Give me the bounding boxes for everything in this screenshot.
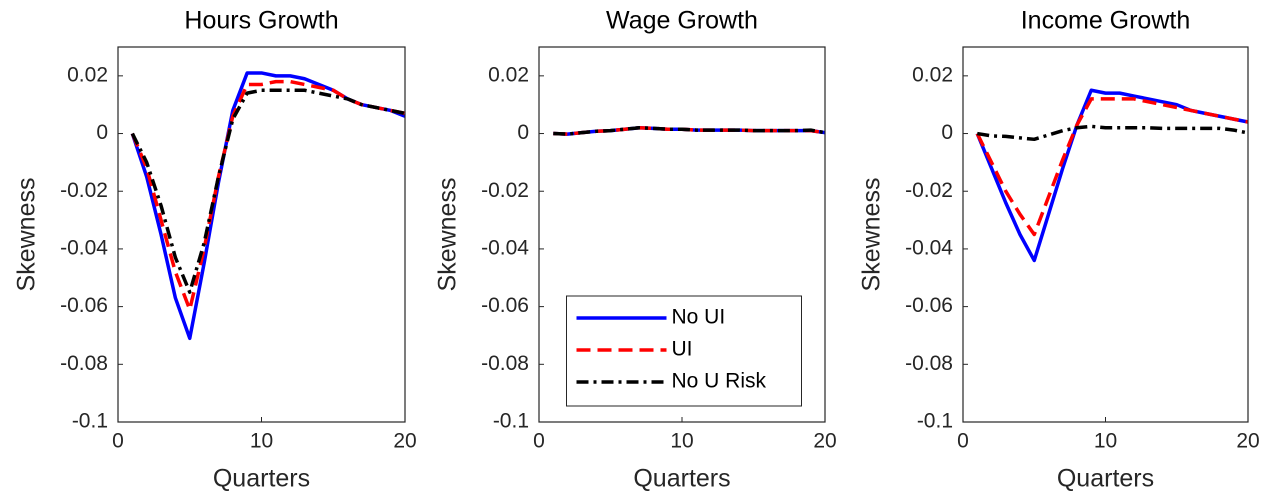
y-axis-label: Skewness (858, 178, 886, 292)
chart-title: Income Growth (1021, 7, 1191, 35)
y-tick-label: -0.08 (60, 352, 108, 375)
x-tick-label: 10 (250, 430, 273, 453)
chart-title: Wage Growth (606, 7, 758, 35)
legend-label: No UI (672, 306, 726, 329)
x-tick-label: 10 (670, 430, 693, 453)
x-tick-label: 20 (393, 430, 416, 453)
y-tick-label: -0.04 (60, 236, 108, 259)
series-line (975, 88, 1249, 263)
y-tick-label: -0.1 (493, 410, 529, 433)
y-tick-label: -0.08 (481, 352, 529, 375)
y-tick-label: 0.02 (67, 63, 108, 86)
y-tick-label: -0.02 (481, 179, 529, 202)
y-tick-label: -0.08 (905, 352, 953, 375)
y-tick-label: 0 (96, 121, 108, 144)
y-tick-label: -0.06 (905, 294, 953, 317)
axes-box (962, 46, 1249, 423)
x-axis-label: Quarters (1057, 465, 1154, 493)
y-tick-label: -0.04 (905, 236, 953, 259)
y-tick-label: 0 (941, 121, 953, 144)
axes-box (117, 46, 406, 423)
chart-title: Hours Growth (184, 7, 338, 35)
y-tick-label: -0.02 (60, 179, 108, 202)
y-tick-label: -0.1 (917, 410, 953, 433)
axes-box (538, 46, 826, 423)
x-tick-label: 20 (813, 430, 836, 453)
x-tick-label: 0 (957, 430, 969, 453)
x-tick-label: 20 (1236, 430, 1259, 453)
y-tick-label: 0 (517, 121, 529, 144)
x-tick-label: 10 (1094, 430, 1117, 453)
x-tick-label: 0 (112, 430, 124, 453)
legend-label: UI (672, 338, 693, 361)
y-tick-label: -0.04 (481, 236, 529, 259)
x-tick-label: 0 (533, 430, 545, 453)
y-tick-label: -0.1 (72, 410, 108, 433)
y-tick-label: -0.02 (905, 179, 953, 202)
y-axis-label: Skewness (13, 178, 41, 292)
y-axis-label: Skewness (434, 178, 462, 292)
plot-area (963, 47, 1248, 422)
legend-label: No U Risk (672, 370, 767, 393)
y-tick-label: -0.06 (481, 294, 529, 317)
series-line (975, 97, 1249, 237)
series-line (130, 79, 406, 312)
series-line (976, 124, 1249, 142)
x-axis-label: Quarters (633, 465, 730, 493)
series-line (553, 126, 826, 136)
y-tick-label: 0.02 (488, 63, 529, 86)
y-tick-label: -0.06 (60, 294, 108, 317)
y-tick-label: 0.02 (912, 63, 953, 86)
x-axis-label: Quarters (213, 465, 310, 493)
